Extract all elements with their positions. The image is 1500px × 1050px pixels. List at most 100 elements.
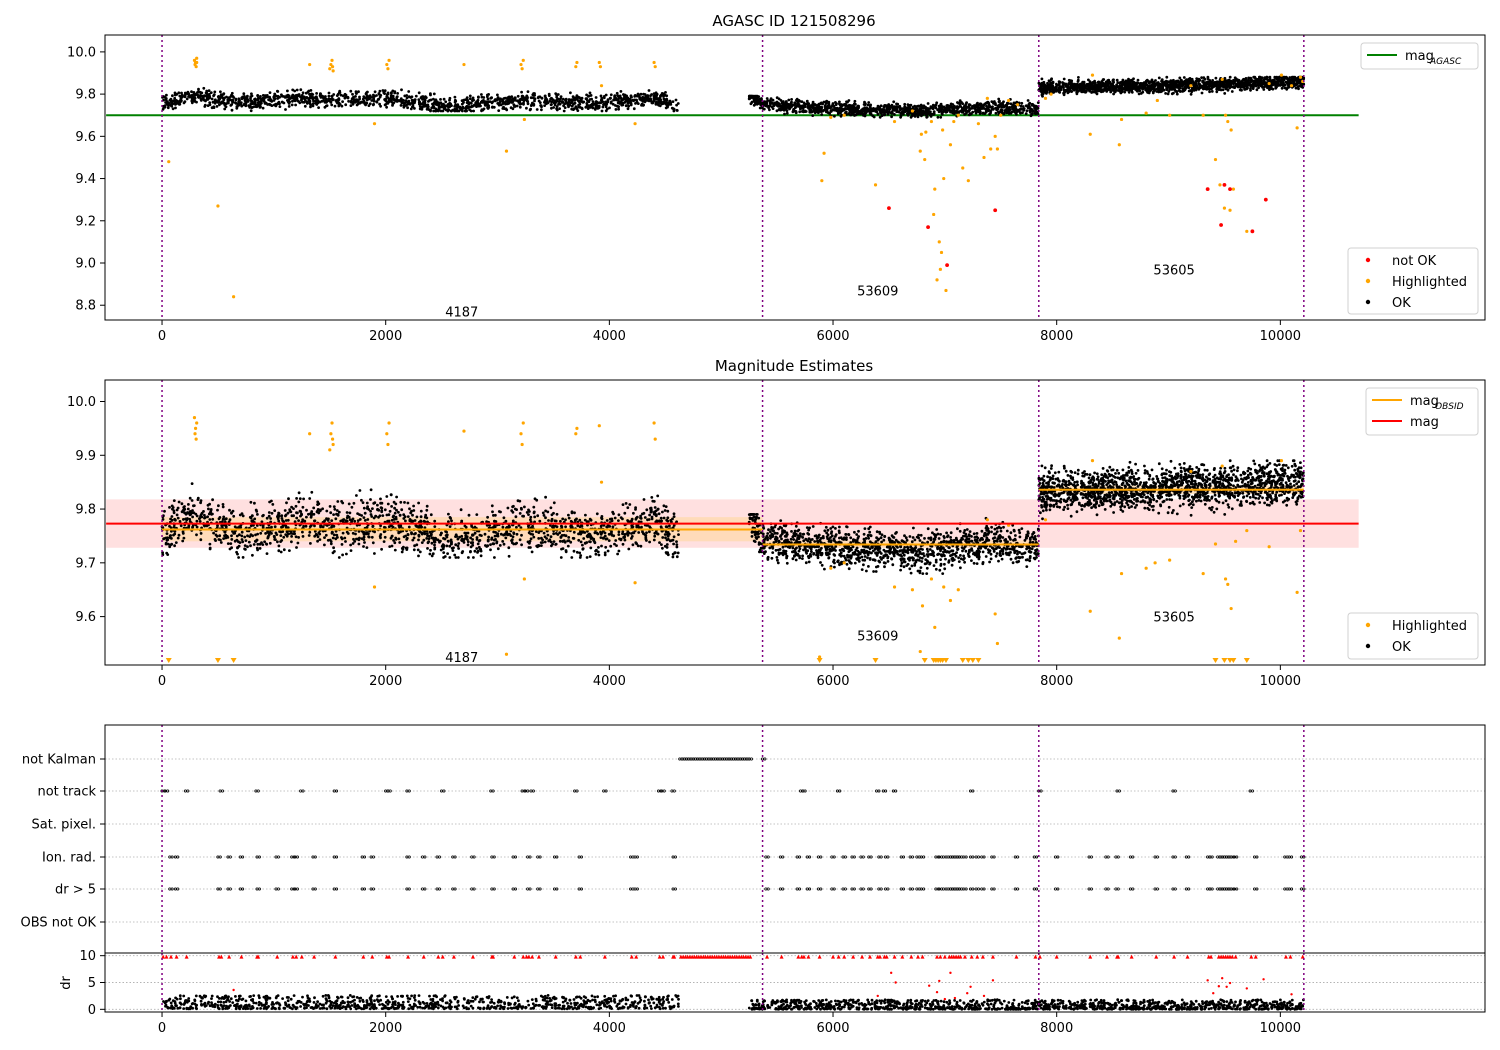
ok-point — [305, 96, 309, 100]
ok-point — [555, 107, 558, 111]
ok-point — [320, 99, 324, 103]
ok-point — [221, 101, 225, 104]
ok-point — [545, 102, 548, 106]
ok-point — [1189, 92, 1193, 96]
ok-point — [956, 101, 960, 105]
ok-point — [419, 525, 423, 529]
ok-point — [567, 105, 570, 109]
ok-point — [193, 99, 197, 103]
ok-point — [222, 92, 226, 95]
ok-point — [1263, 85, 1266, 89]
ok-point — [625, 94, 628, 98]
ok-point — [594, 552, 598, 556]
ok-point — [781, 104, 784, 108]
ok-point — [431, 552, 435, 556]
ok-point — [477, 545, 481, 549]
ok-point — [475, 536, 479, 539]
ok-point — [281, 100, 284, 104]
ok-point — [842, 108, 846, 112]
ok-point — [486, 515, 489, 519]
ok-point — [573, 101, 577, 105]
ok-point — [1115, 89, 1119, 92]
ok-point — [966, 109, 970, 113]
highlighted-point — [999, 113, 1003, 117]
ok-point — [167, 104, 170, 107]
ok-point — [547, 519, 550, 522]
ok-point — [633, 95, 637, 98]
ok-point — [309, 96, 313, 100]
ok-point — [609, 93, 613, 97]
ok-point — [195, 533, 198, 537]
ok-point — [963, 104, 966, 108]
ok-point — [819, 109, 823, 112]
ok-point — [1067, 78, 1071, 82]
ok-point — [1172, 81, 1176, 84]
ok-point — [1245, 83, 1248, 86]
ok-point — [375, 100, 379, 104]
ok-point — [650, 93, 653, 96]
ok-point — [599, 524, 603, 528]
ok-point — [659, 95, 662, 98]
ok-point — [468, 94, 472, 98]
ok-point — [293, 89, 297, 93]
ok-point — [250, 99, 254, 103]
ok-point — [987, 103, 991, 106]
ok-point — [486, 100, 490, 104]
ok-point — [429, 548, 432, 552]
ok-point — [630, 95, 633, 99]
ok-point — [655, 92, 659, 96]
ok-point — [357, 90, 360, 94]
ok-point — [1129, 80, 1133, 84]
ok-point — [305, 508, 308, 512]
ok-point — [1089, 86, 1093, 90]
highlighted-point — [462, 62, 466, 67]
ok-point — [337, 104, 341, 108]
ok-point — [170, 100, 174, 104]
ok-point — [475, 538, 479, 541]
ok-point — [890, 105, 894, 108]
ok-point — [183, 100, 187, 103]
ok-point — [457, 547, 460, 550]
ok-point — [412, 99, 416, 102]
highlighted-point — [652, 60, 656, 65]
ok-point — [200, 94, 204, 98]
ok-point — [360, 537, 364, 540]
ok-point — [939, 115, 943, 119]
ok-point — [521, 95, 525, 99]
ok-point — [1258, 75, 1262, 79]
ok-point — [1017, 108, 1020, 112]
ok-point — [1121, 80, 1125, 84]
ok-point — [1234, 82, 1238, 86]
ok-point — [315, 92, 318, 95]
ok-point — [1071, 84, 1075, 88]
ok-point — [550, 96, 553, 100]
legend-dot-swatch — [1365, 257, 1371, 263]
ok-point — [286, 526, 290, 529]
ok-point — [192, 91, 196, 94]
ok-point — [427, 537, 431, 541]
ok-point — [505, 108, 509, 112]
ok-point — [591, 106, 595, 110]
highlighted-point — [574, 65, 578, 69]
ok-point — [1157, 90, 1161, 94]
ok-point — [468, 101, 471, 104]
ok-point — [930, 112, 934, 116]
ok-point — [191, 95, 194, 99]
ok-point — [1102, 88, 1106, 92]
ok-point — [833, 106, 837, 110]
ok-point — [309, 89, 313, 92]
ok-point — [995, 108, 999, 112]
ok-point — [174, 541, 178, 544]
ok-point — [294, 94, 298, 97]
ok-point — [481, 108, 485, 112]
ok-point — [521, 98, 525, 101]
ok-point — [811, 114, 815, 117]
not-ok-point — [926, 225, 930, 230]
ok-point — [1166, 92, 1170, 96]
ok-point — [172, 499, 176, 502]
y-tick-label: 9.6 — [75, 130, 96, 145]
ok-point — [430, 536, 434, 540]
ok-point — [243, 544, 247, 547]
ok-point — [968, 107, 971, 111]
ok-point — [321, 507, 324, 511]
